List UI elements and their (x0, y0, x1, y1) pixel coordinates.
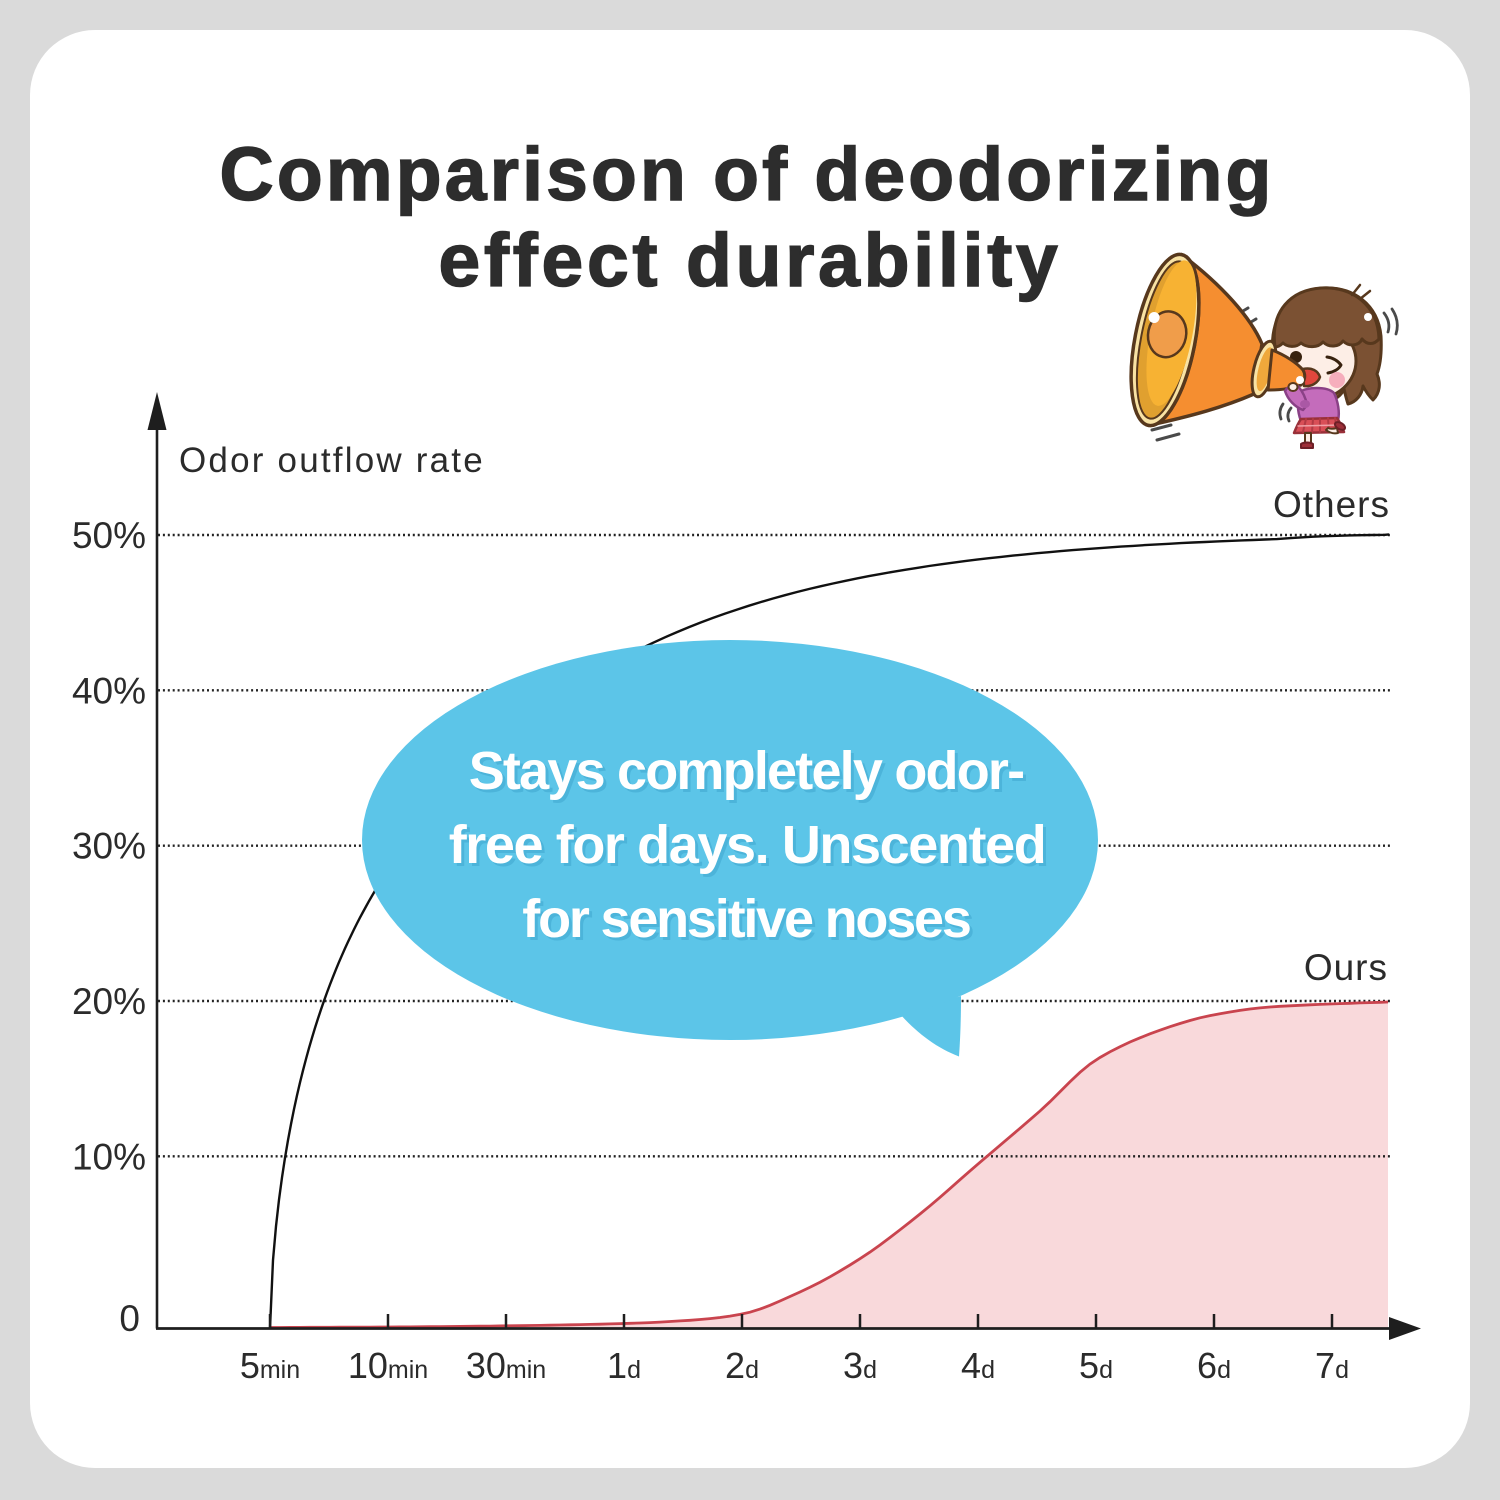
svg-text:free for days. Unscented: free for days. Unscented (449, 815, 1046, 875)
svg-text:Stays completely odor-: Stays completely odor- (472, 744, 1027, 804)
svg-text:for sensitive noses: for sensitive noses (525, 892, 973, 952)
svg-text:0: 0 (119, 1298, 140, 1339)
svg-text:20%: 20% (72, 981, 146, 1022)
svg-text:10%: 10% (72, 1136, 146, 1177)
svg-text:Others: Others (1273, 484, 1390, 525)
svg-text:6d: 6d (1197, 1345, 1231, 1386)
svg-text:40%: 40% (72, 670, 146, 711)
svg-text:Odor outflow rate: Odor outflow rate (179, 441, 485, 480)
svg-text:free for days. Unscented: free for days. Unscented (452, 818, 1049, 878)
svg-text:4d: 4d (961, 1345, 995, 1386)
svg-text:30%: 30% (72, 826, 146, 867)
svg-text:for sensitive noses: for sensitive noses (522, 889, 970, 949)
svg-text:Stays completely odor-: Stays completely odor- (469, 741, 1024, 801)
svg-text:Ours: Ours (1304, 947, 1388, 988)
svg-text:effect durability: effect durability (438, 218, 1061, 302)
svg-text:30min: 30min (466, 1345, 546, 1386)
svg-text:50%: 50% (72, 515, 146, 556)
svg-text:Comparison of deodorizing: Comparison of deodorizing (220, 132, 1275, 216)
